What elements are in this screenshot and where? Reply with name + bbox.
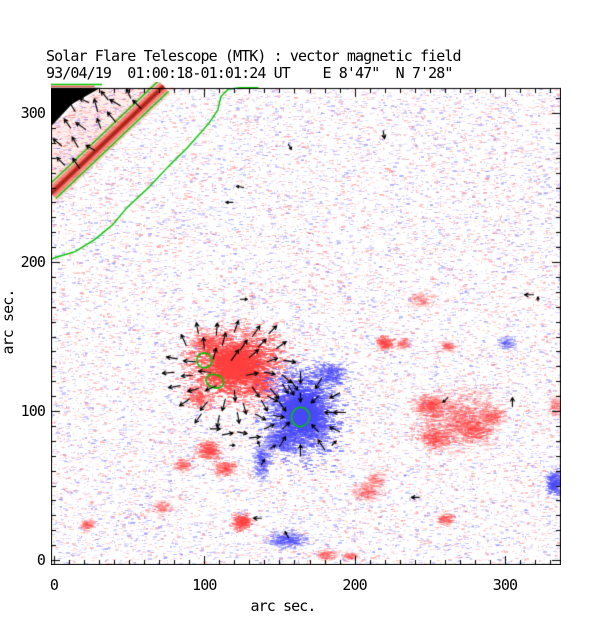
x-tick-label: 100 [192, 576, 217, 594]
magnetogram-plot-canvas [51, 82, 561, 565]
y-tick-label: 300 [20, 104, 46, 122]
y-tick-label: 200 [20, 253, 46, 271]
x-tick-label: 300 [492, 576, 518, 594]
plot-subtitle: 93/04/19 01:00:18-01:01:24 UT E 8'47" N … [46, 64, 453, 82]
y-tick-label: 0 [36, 551, 46, 569]
x-tick-label: 200 [342, 576, 367, 594]
y-axis-label: arc sec. [0, 289, 17, 355]
x-axis-label: arc sec. [250, 597, 316, 615]
x-tick-label: 0 [49, 576, 59, 594]
y-tick-label: 100 [20, 402, 46, 420]
plot-title: Solar Flare Telescope (MTK) : vector mag… [46, 47, 462, 65]
